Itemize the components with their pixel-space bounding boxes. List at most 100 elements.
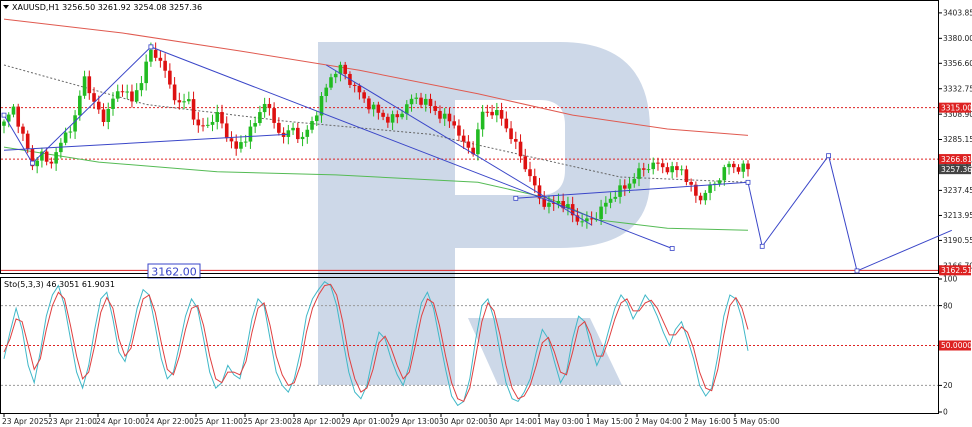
- candle-body: [234, 141, 239, 149]
- candle-body: [589, 218, 594, 220]
- level-badge: [939, 154, 971, 165]
- candle-body: [679, 169, 684, 171]
- candle-body: [405, 104, 409, 114]
- candle-body: [561, 200, 565, 209]
- candle-body: [163, 60, 167, 71]
- candle-body: [253, 123, 257, 127]
- level-badge-label: 3266.81: [941, 155, 972, 164]
- candle-body: [741, 163, 746, 172]
- candle-body: [87, 76, 92, 94]
- candle-body: [632, 178, 637, 184]
- candle-body: [746, 163, 750, 170]
- candle-body: [248, 126, 253, 142]
- candle-body: [708, 184, 712, 193]
- time-axis: 23 Apr 2025 23 Apr 21:00 24 Apr 10:00 24 Ap…: [2, 413, 780, 426]
- ma-fast-line: [3, 146, 749, 231]
- price-tick-label: 3237.45: [943, 186, 972, 195]
- forecast-marker: [826, 153, 831, 159]
- price-tick-label: 3285.15: [943, 135, 972, 144]
- stoch-main-line: [3, 281, 749, 407]
- candle-body: [604, 202, 608, 207]
- candle-body: [409, 98, 414, 105]
- symbol-header[interactable]: XAUUSD,H1 3256.50 3261.92 3254.08 3257.3…: [3, 3, 202, 12]
- candle-body: [599, 206, 603, 220]
- candle-body: [646, 169, 651, 171]
- current-price-label: 3257.36: [941, 165, 972, 174]
- price-y-axis: 3403.85 3380.00 3356.60 3332.75 3308.90 3285.…: [938, 9, 972, 271]
- price-tick-label: 3308.90: [943, 110, 972, 119]
- time-tick-label: 1 May 15:00: [586, 417, 633, 426]
- candle-body: [466, 141, 471, 148]
- candle-body: [82, 76, 87, 96]
- candle-body: [21, 126, 25, 134]
- candle-body: [419, 97, 423, 105]
- level-badge-label: 3162.51: [941, 266, 972, 275]
- time-tick-label: 28 Apr 12:00: [292, 417, 341, 426]
- time-tick-label: 23 Apr 2025: [2, 417, 49, 426]
- candle-body: [641, 168, 646, 170]
- time-tick-label: 24 Apr 10:00: [96, 417, 145, 426]
- candle-body: [371, 104, 376, 110]
- forecast-marker: [1, 112, 7, 118]
- forecast-marker: [759, 243, 765, 249]
- price-tick-label: 3213.95: [943, 211, 972, 220]
- forecast-line: [325, 64, 592, 226]
- candle-body: [528, 169, 532, 177]
- candle-body: [504, 118, 509, 129]
- candle-body: [532, 176, 537, 186]
- candle-body: [120, 91, 125, 93]
- candle-body: [722, 167, 727, 181]
- forecast-line: [3, 133, 289, 151]
- candle-body: [144, 61, 148, 84]
- candle-body: [101, 109, 106, 122]
- candle-body: [689, 181, 693, 185]
- candle-body: [613, 196, 618, 199]
- candle-body: [111, 98, 115, 110]
- candle-body: [608, 198, 613, 203]
- candle-body: [665, 167, 670, 173]
- candle-body: [575, 215, 580, 222]
- price-tick-label: 3380.00: [943, 34, 972, 43]
- price-tick-label: 3403.85: [943, 9, 972, 18]
- level-badge-label: 3315.00: [941, 103, 972, 112]
- forecast-marker: [669, 246, 675, 251]
- target-label-text: 3162.00: [151, 266, 197, 279]
- candle-body: [125, 91, 130, 93]
- forecast-marker: [513, 195, 519, 201]
- time-tick-label: 5 May 05:00: [733, 417, 780, 426]
- candle-body: [651, 162, 656, 170]
- candle-body: [660, 163, 665, 168]
- candle-body: [381, 112, 385, 117]
- candle-body: [25, 133, 30, 149]
- moving-averages: [3, 18, 749, 231]
- candle-body: [390, 114, 395, 123]
- candle-body: [44, 151, 49, 162]
- price-panel[interactable]: [0, 0, 939, 274]
- candle-body: [694, 184, 698, 196]
- candle-body: [210, 121, 215, 125]
- candle-body: [476, 129, 480, 155]
- candle-body: [49, 161, 54, 164]
- candle-body: [731, 163, 736, 168]
- candle-body: [338, 64, 343, 74]
- dropdown-triangle-icon[interactable]: [3, 5, 9, 9]
- candle-body: [495, 110, 499, 116]
- candle-body: [357, 85, 362, 93]
- candle-body: [130, 91, 134, 102]
- price-tick-label: 3190.55: [943, 236, 972, 245]
- candle-body: [480, 111, 485, 130]
- trend-lines: [3, 64, 749, 183]
- candle-body: [115, 91, 120, 99]
- candle-body: [556, 200, 561, 204]
- candle-body: [627, 183, 632, 189]
- time-tick-label: 30 Apr 02:00: [439, 417, 488, 426]
- candle-body: [229, 138, 234, 142]
- time-tick-label: 29 Apr 01:00: [341, 417, 390, 426]
- candle-body: [182, 101, 186, 103]
- candle-body: [73, 115, 77, 132]
- stoch-y-axis: 100 80 50.0000 20 0: [938, 275, 972, 417]
- candle-body: [63, 132, 68, 143]
- forecast-lines: [1, 44, 952, 274]
- candle-body: [40, 151, 44, 161]
